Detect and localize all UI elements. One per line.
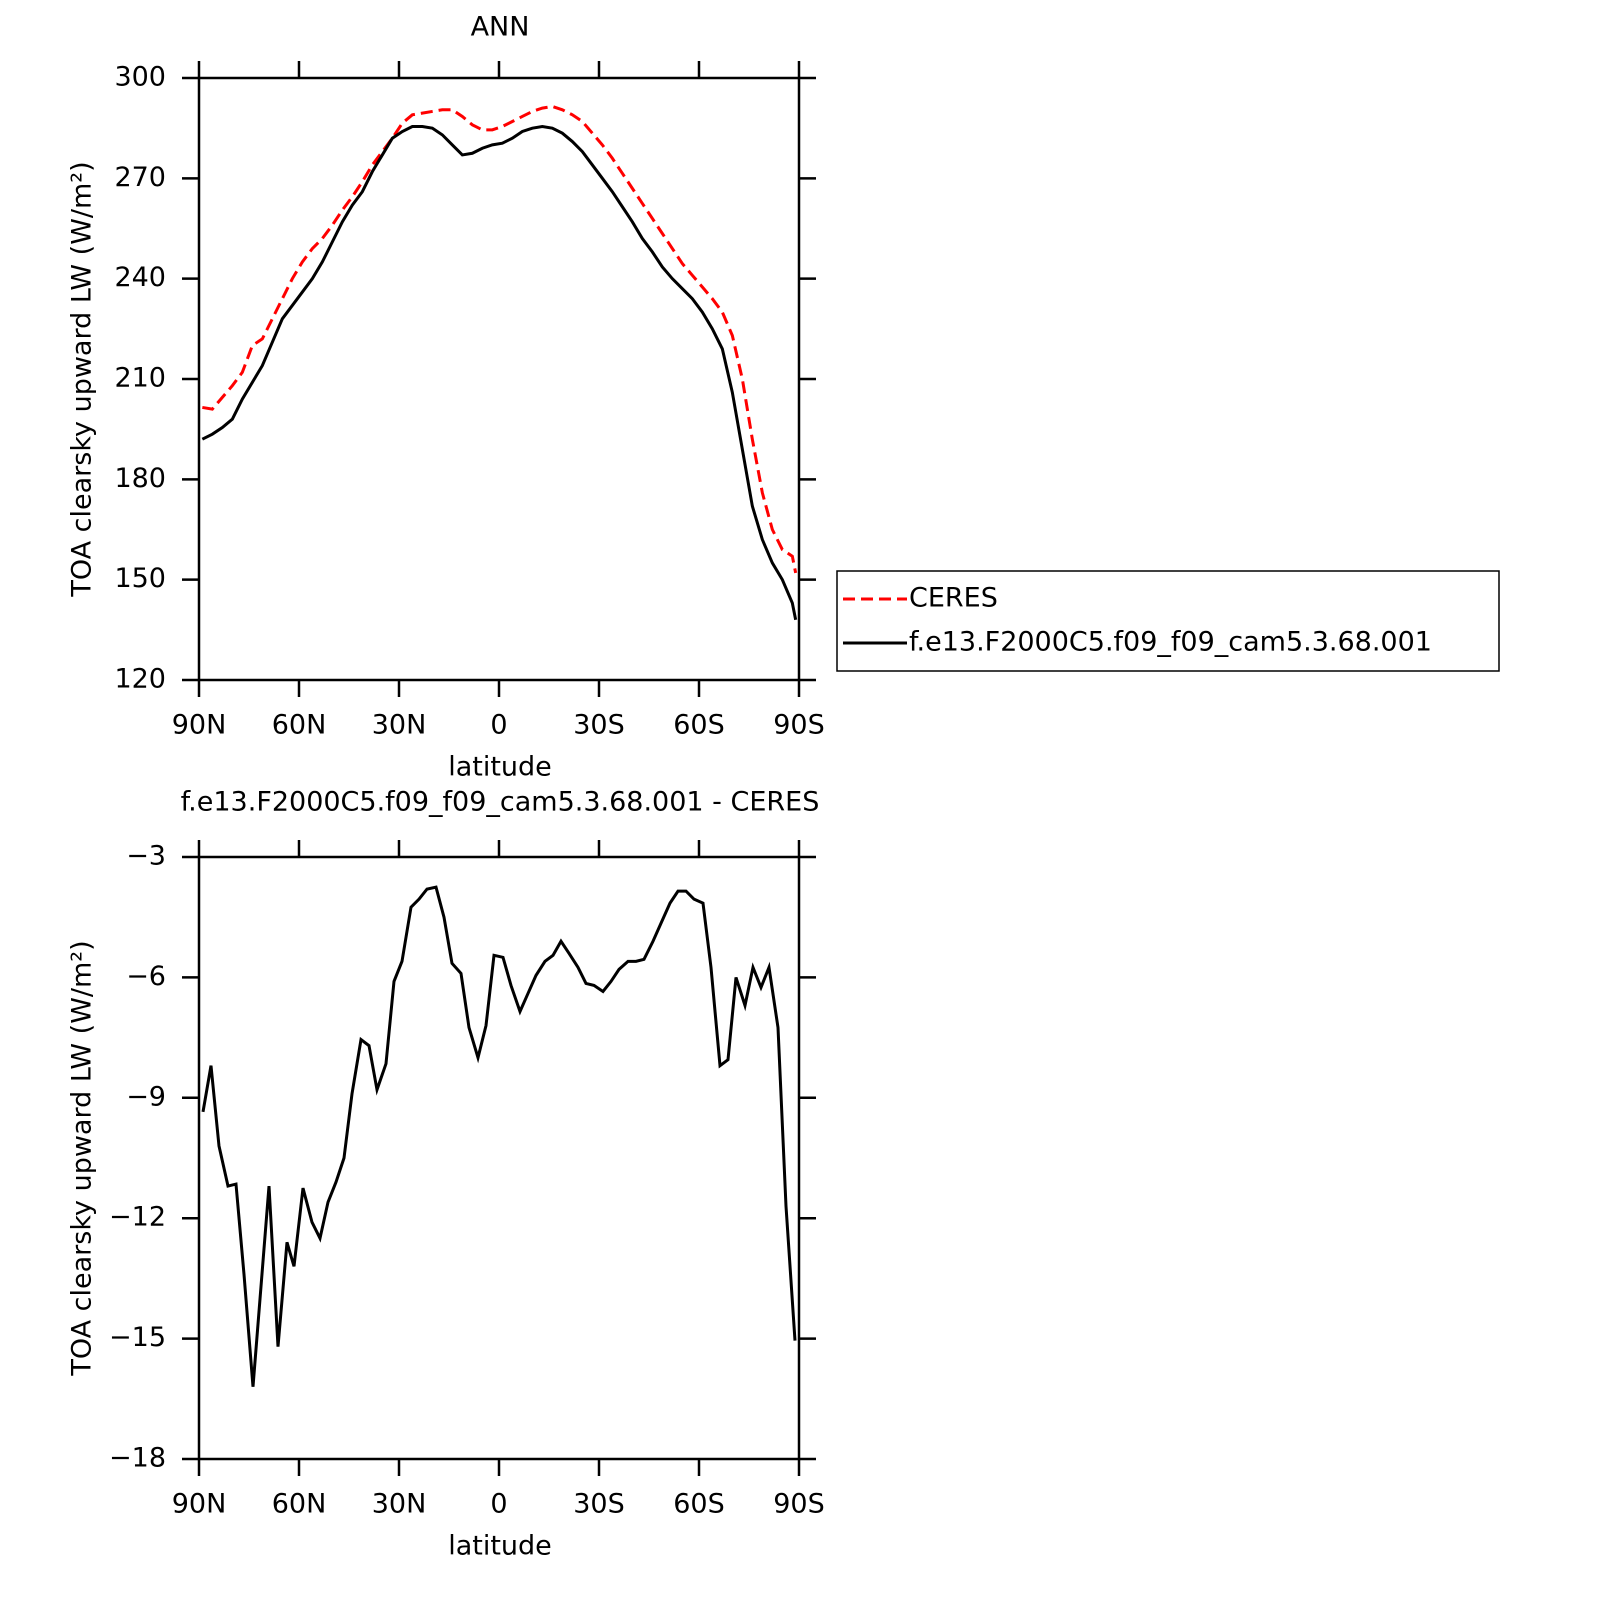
chart-title: ANN [471,12,530,43]
y-tick-label: 240 [114,262,166,293]
x-tick-label: 90S [773,1489,825,1520]
x-tick-label: 60S [673,710,725,741]
y-tick-label: 210 [114,363,166,394]
legend-label: CERES [909,583,998,614]
y-tick-label: −3 [126,841,166,872]
x-tick-label: 60N [272,1489,327,1520]
data-line [201,124,798,621]
x-axis-label: latitude [448,1531,552,1562]
y-tick-label: −12 [109,1202,166,1233]
x-tick-label: 90N [172,710,227,741]
y-tick-label: −9 [126,1081,166,1112]
x-tick-label: 90N [172,1489,227,1520]
legend-label: f.e13.F2000C5.f09_f09_cam5.3.68.001 [909,627,1432,658]
y-tick-label: 120 [114,664,166,695]
y-tick-label: −6 [126,961,166,992]
x-tick-label: 90S [773,710,825,741]
y-axis-label: TOA clearsky upward LW (W/m²) [67,161,98,597]
x-tick-label: 60S [673,1489,725,1520]
data-line [202,104,798,574]
x-tick-label: 30N [372,710,427,741]
chart-title: f.e13.F2000C5.f09_f09_cam5.3.68.001 - CE… [181,787,820,818]
y-axis-label: TOA clearsky upward LW (W/m²) [67,940,98,1376]
x-tick-label: 0 [490,1489,507,1520]
y-tick-label: 180 [114,463,166,494]
x-tick-label: 60N [272,710,327,741]
plot-frame [197,76,801,682]
data-line [201,885,797,1387]
y-tick-label: 300 [114,62,166,93]
y-tick-label: 270 [114,162,166,193]
y-tick-label: 150 [114,563,166,594]
legend-box [836,570,1500,672]
plot-frame [197,855,801,1461]
x-tick-label: 30S [573,1489,625,1520]
x-tick-label: 30N [372,1489,427,1520]
y-tick-label: −15 [109,1322,166,1353]
x-tick-label: 0 [490,710,507,741]
x-axis-label: latitude [448,752,552,783]
x-tick-label: 30S [573,710,625,741]
y-tick-label: −18 [109,1443,166,1474]
